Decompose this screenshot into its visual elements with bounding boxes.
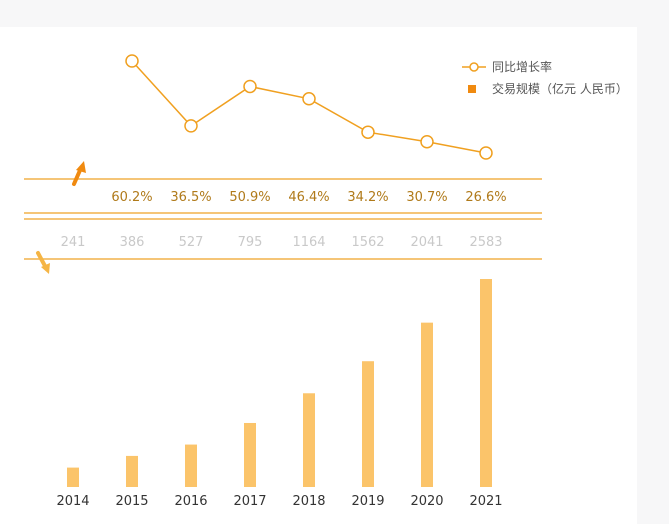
growth-line xyxy=(125,54,493,160)
year-label-2016: 2016 xyxy=(174,494,207,509)
bars xyxy=(67,279,492,487)
year-label-2020: 2020 xyxy=(410,494,443,509)
legend-bar-icon xyxy=(468,85,476,93)
growth-point-2018 xyxy=(302,92,316,106)
volume-label-2015: 386 xyxy=(120,235,145,250)
volume-label-2019: 1562 xyxy=(351,235,384,250)
bar-2018 xyxy=(303,393,315,487)
rate-label-2015: 60.2% xyxy=(111,190,152,205)
growth-point-2019 xyxy=(361,125,375,139)
growth-point-2016 xyxy=(184,119,198,133)
year-label-2021: 2021 xyxy=(469,494,502,509)
legend: 同比增长率 交易规模（亿元 人民币） xyxy=(462,59,628,96)
rate-label-2021: 26.6% xyxy=(465,190,506,205)
bar-2015 xyxy=(126,455,138,487)
volume-label-2018: 1164 xyxy=(292,235,325,250)
volume-label-2017: 795 xyxy=(238,235,263,250)
rate-label-2017: 50.9% xyxy=(229,190,270,205)
rate-label-2016: 36.5% xyxy=(170,190,211,205)
year-label-2017: 2017 xyxy=(233,494,266,509)
arrow-up-icon xyxy=(72,161,86,186)
year-label-2015: 2015 xyxy=(115,494,148,509)
arrow-down-icon xyxy=(36,251,50,274)
legend-rate-label: 同比增长率 xyxy=(492,59,552,74)
rate-label-2018: 46.4% xyxy=(288,190,329,205)
rate-label-2019: 34.2% xyxy=(347,190,388,205)
growth-point-2015 xyxy=(125,54,139,68)
volume-label-2016: 527 xyxy=(179,235,204,250)
year-label-2018: 2018 xyxy=(292,494,325,509)
growth-point-2021 xyxy=(479,146,493,160)
legend-volume-label: 交易规模（亿元 人民币） xyxy=(492,81,628,96)
rate-label-2020: 30.7% xyxy=(406,190,447,205)
volume-label-2014: 241 xyxy=(61,235,86,250)
chart-card: 同比增长率 交易规模（亿元 人民币） 60.2% 36.5% 50.9% 46.4% 3… xyxy=(0,27,637,524)
volume-label-2021: 2583 xyxy=(469,235,502,250)
growth-point-2017 xyxy=(243,79,257,94)
bar-2021 xyxy=(480,279,492,487)
legend-marker-icon xyxy=(469,62,479,72)
year-label-2014: 2014 xyxy=(56,494,89,509)
bar-2014 xyxy=(67,467,79,487)
volume-label-2020: 2041 xyxy=(410,235,443,250)
year-label-2019: 2019 xyxy=(351,494,384,509)
bar-2017 xyxy=(244,422,256,487)
data-labels: 60.2% 36.5% 50.9% 46.4% 34.2% 30.7% 26.6% 241 38… xyxy=(56,190,506,509)
combo-chart: 同比增长率 交易规模（亿元 人民币） 60.2% 36.5% 50.9% 46.4% 3… xyxy=(24,54,628,509)
bar-2020 xyxy=(421,322,433,487)
bar-2019 xyxy=(362,361,374,487)
growth-point-2020 xyxy=(420,135,434,149)
bar-2016 xyxy=(185,444,197,487)
